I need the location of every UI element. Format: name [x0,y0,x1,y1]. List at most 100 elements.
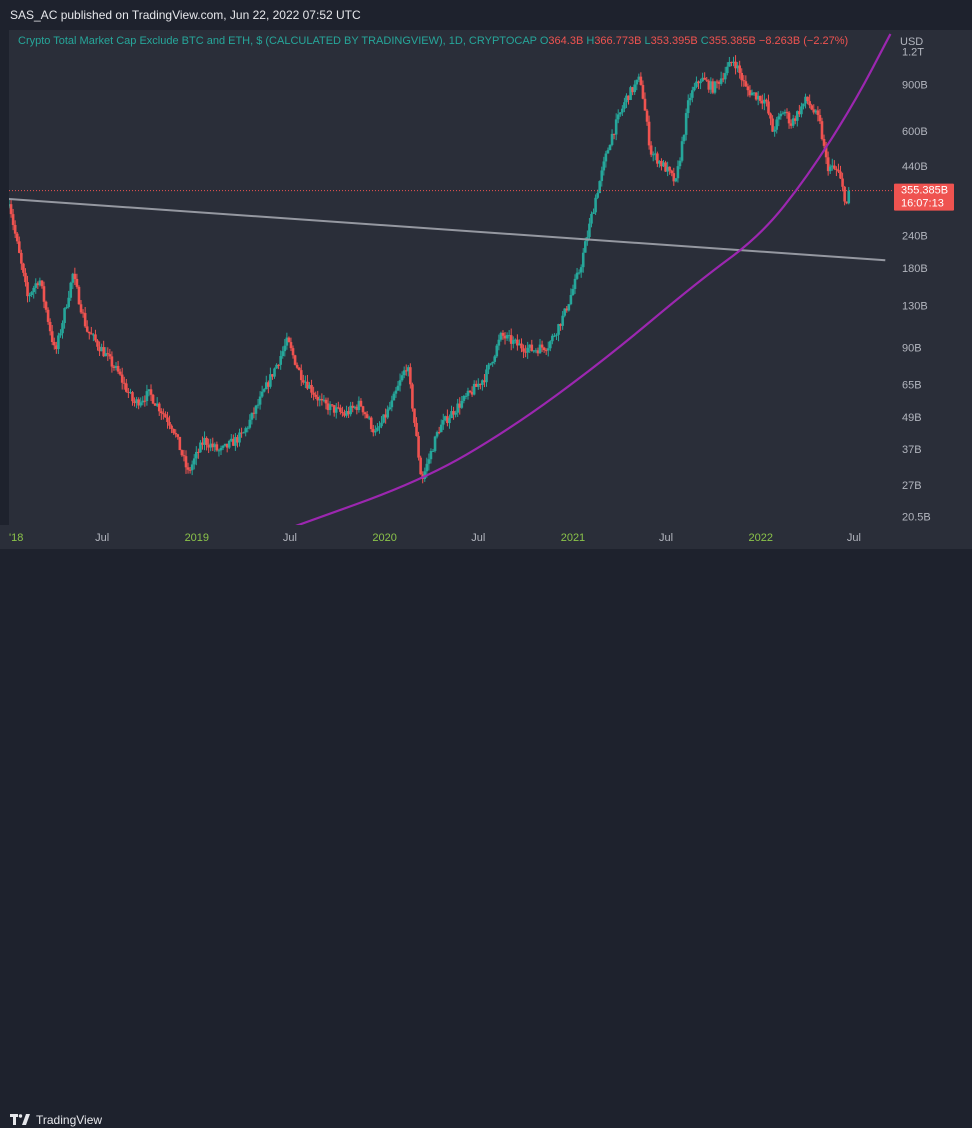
candle-body [561,315,564,326]
candle-body [487,364,490,370]
candle-body [320,398,324,401]
candle-body [431,450,435,452]
candle-body [789,123,793,126]
candle-body [439,424,443,433]
candle-body [544,350,548,352]
candle-body [211,443,215,448]
candle-body [662,162,665,167]
candle-body [746,86,750,91]
candle-body [143,400,147,402]
candle-body [594,197,597,213]
candle-body [816,110,820,116]
candle-body [145,391,149,402]
candle-body [374,430,377,433]
candle-body [485,369,488,383]
candle-body [514,339,517,341]
candle-body [837,169,840,172]
candle-body [341,411,344,414]
candle-body [623,102,626,109]
candle-body [376,427,379,431]
candle-body [575,272,579,279]
candle-body [775,119,779,130]
candle-body [396,385,400,391]
candle-body [386,409,390,418]
candle-body [590,213,593,224]
candle-body [491,361,494,364]
candle-body [489,363,492,365]
candle-body [343,413,346,416]
candle-body [108,354,112,357]
candle-body [112,366,116,369]
candle-body [763,99,766,104]
candle-body [610,133,614,145]
candle-body [28,294,31,297]
candle-body [316,396,320,401]
candle-body [606,150,610,154]
x-tick-label: Jul [471,532,485,544]
candle-body [227,440,231,448]
candle-body [168,422,171,426]
trendline [9,198,886,262]
price-axis[interactable] [893,30,972,525]
y-tick-label: 1.2T [902,47,924,59]
legend-open-value: 364.3B [548,35,584,47]
candle-body [608,144,612,151]
y-tick-label: 65B [902,380,922,392]
candle-body [182,455,186,457]
candle-body [674,178,678,182]
candle-body [52,342,56,346]
candle-body [664,162,667,172]
legend-open-label: O [539,35,549,47]
axis-currency-label: USD [900,36,923,48]
candle-body [577,272,581,274]
candle-body [649,145,653,155]
candle-body [176,434,180,437]
candle-body [750,92,754,96]
y-tick-label: 90B [902,342,922,354]
last-price-value: 355.385B [901,185,948,197]
candle-body [36,283,40,286]
candle-body [542,347,546,351]
tradingview-logo-icon [10,1114,30,1125]
candle-body [767,101,770,114]
candle-body [26,282,29,297]
candle-body [684,113,688,135]
candle-body [40,280,44,287]
candle-body [540,344,544,348]
candle-body [503,335,507,339]
candle-body [660,160,663,167]
published-by-text: SAS_AC published on TradingView.com, Jun… [10,8,361,22]
candle-body [524,351,527,353]
candle-body [769,113,772,119]
candle-body [260,391,264,397]
candle-body [92,334,95,336]
x-tick-label: Jul [283,532,297,544]
candle-body [42,286,46,302]
candle-body [726,66,729,74]
candle-body [246,427,250,429]
candle-body [24,272,27,283]
candle-body [452,411,455,415]
candle-body [380,422,383,427]
chart-plot-area[interactable] [9,30,893,525]
candle-body [464,395,468,397]
candle-body [588,223,591,238]
candle-body [532,350,536,352]
candle-body [744,81,748,87]
candle-body [279,356,282,365]
candle-body [839,171,842,179]
candle-body [621,108,624,113]
candle-body [653,153,657,155]
candle-body [120,374,124,383]
candle-body [250,412,254,420]
candle-body [693,86,696,91]
candle-body [818,115,822,122]
tradingview-logo[interactable]: TradingView [10,1112,102,1128]
candle-body [678,160,682,167]
candle-body [458,403,462,408]
candle-body [392,393,396,401]
candle-body [633,84,636,93]
candle-body [520,343,523,349]
candle-body [462,396,466,401]
time-axis[interactable] [0,525,972,549]
